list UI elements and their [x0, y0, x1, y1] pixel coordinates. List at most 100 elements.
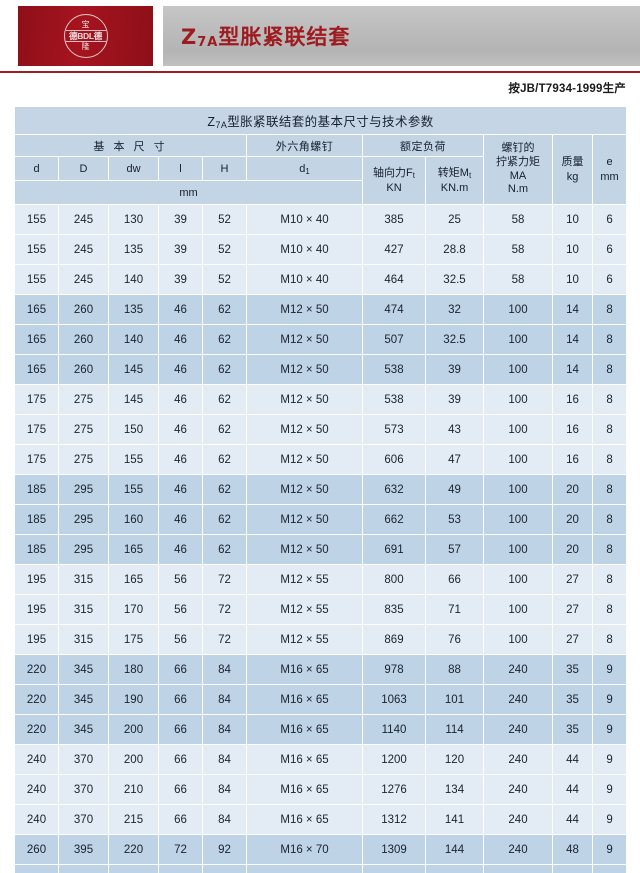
table-row: 260 395 220 72 92 M16 × 70 1309 144 240 48 9 — [14, 834, 628, 865]
cell-l: 46 — [158, 294, 203, 325]
cell-e: 8 — [591, 624, 628, 655]
cell-D: 315 — [58, 624, 109, 655]
cell-Mt: 120 — [425, 744, 484, 775]
cell-d1: M10 × 40 — [246, 204, 363, 235]
cell-D: 260 — [58, 354, 109, 385]
page-header: 宝 德BDL德 隆 Z7A型胀紧联结套 — [0, 0, 640, 73]
cell-MA: 100 — [483, 594, 553, 625]
spec-table-body: 155 245 130 39 52 M10 × 40 385 25 58 10 6 155 245 135… — [14, 204, 628, 873]
cell-mass: 20 — [552, 504, 593, 535]
cell-l: 46 — [158, 354, 203, 385]
cell-Mt: 76 — [425, 624, 484, 655]
cell-dw: 145 — [108, 354, 159, 385]
cell-mass: 16 — [552, 444, 593, 475]
cell-e: 8 — [591, 324, 628, 355]
cell-d1: M16 × 65 — [246, 744, 363, 775]
cell-d1: M16 × 65 — [246, 804, 363, 835]
header-symbol-row: d D dw l H d1 轴向力Ft KN 转矩Mt KN.m — [14, 156, 627, 205]
cell-dw: 160 — [108, 504, 159, 535]
table-row: 195 315 175 56 72 M12 × 55 869 76 100 27 8 — [14, 624, 628, 655]
col-torque-sub: t — [468, 171, 472, 181]
col-d1-base: d — [299, 162, 306, 175]
col-d1: d1 — [246, 156, 363, 181]
company-logo: 宝 德BDL德 隆 — [18, 6, 153, 66]
cell-D: 370 — [58, 804, 109, 835]
cell-D: 395 — [58, 864, 109, 873]
cell-mass: 27 — [552, 624, 593, 655]
group-rated-load: 额定负荷 — [362, 134, 484, 157]
cell-l: 66 — [158, 684, 203, 715]
table-row: 185 295 165 46 62 M12 × 50 691 57 100 20 8 — [14, 534, 628, 565]
cell-dw: 230 — [108, 864, 159, 873]
seal-top-char: 宝 — [81, 19, 90, 29]
cell-mass: 35 — [552, 684, 593, 715]
cell-MA: 240 — [483, 834, 553, 865]
cell-dw: 130 — [108, 204, 159, 235]
table-row: 165 260 135 46 62 M12 × 50 474 32 100 14 8 — [14, 294, 628, 325]
cell-H: 84 — [202, 684, 247, 715]
cell-d1: M12 × 50 — [246, 294, 363, 325]
cell-H: 72 — [202, 564, 247, 595]
cell-Ft: 978 — [362, 654, 426, 685]
cell-d: 155 — [14, 234, 59, 265]
cell-d: 185 — [14, 474, 59, 505]
caption-rest: 型胀紧联结套的基本尺寸与技术参数 — [227, 115, 434, 129]
cell-D: 245 — [58, 204, 109, 235]
cell-Mt: 144 — [425, 834, 484, 865]
spec-table-container: Z7A型胀紧联结套的基本尺寸与技术参数 基 本 尺 寸 外六角螺钉 额定负荷 螺… — [0, 96, 640, 873]
cell-D: 295 — [58, 474, 109, 505]
cell-dw: 180 — [108, 654, 159, 685]
cell-l: 56 — [158, 624, 203, 655]
header-group-row: 基 本 尺 寸 外六角螺钉 额定负荷 螺钉的 拧紧力矩 MA N.m 质量 kg e mm — [14, 134, 628, 205]
unit-mm: mm — [14, 180, 363, 205]
cell-mass: 44 — [552, 744, 593, 775]
cell-MA: 100 — [483, 384, 553, 415]
table-row: 185 295 160 46 62 M12 × 50 662 53 100 20 8 — [14, 504, 628, 535]
cell-dw: 165 — [108, 564, 159, 595]
cell-Mt: 88 — [425, 654, 484, 685]
cell-MA: 58 — [483, 234, 553, 265]
cell-dw: 210 — [108, 774, 159, 805]
cell-d1: M16 × 65 — [246, 774, 363, 805]
table-caption-row: Z7A型胀紧联结套的基本尺寸与技术参数 — [13, 106, 628, 135]
cell-d: 165 — [14, 354, 59, 385]
table-row: 155 245 130 39 52 M10 × 40 385 25 58 10 6 — [14, 204, 628, 235]
table-row: 185 295 155 46 62 M12 × 50 632 49 100 20 8 — [14, 474, 628, 505]
table-row: 195 315 165 56 72 M12 × 55 800 66 100 27 8 — [14, 564, 628, 595]
cell-d1: M12 × 55 — [246, 594, 363, 625]
cell-H: 62 — [202, 384, 247, 415]
table-row: 175 275 145 46 62 M12 × 50 538 39 100 16 8 — [14, 384, 628, 415]
cell-e: 8 — [591, 504, 628, 535]
cell-MA: 100 — [483, 564, 553, 595]
cell-Mt: 39 — [425, 354, 484, 385]
cell-d1: M12 × 50 — [246, 354, 363, 385]
cell-e: 6 — [591, 204, 628, 235]
cell-d: 185 — [14, 534, 59, 565]
cell-MA: 240 — [483, 714, 553, 745]
cell-MA: 100 — [483, 444, 553, 475]
col-tightening-torque: 螺钉的 拧紧力矩 MA N.m — [483, 134, 553, 205]
cell-H: 92 — [202, 864, 247, 873]
cell-l: 56 — [158, 594, 203, 625]
cell-D: 275 — [58, 414, 109, 445]
cell-Ft: 464 — [362, 264, 426, 295]
cell-Ft: 538 — [362, 384, 426, 415]
cell-Ft: 869 — [362, 624, 426, 655]
cell-d1: M16 × 65 — [246, 714, 363, 745]
standard-note: 按JB/T7934-1999生产 — [508, 83, 626, 95]
header-unit-row: mm — [14, 180, 627, 205]
cell-H: 62 — [202, 534, 247, 565]
cell-Ft: 538 — [362, 354, 426, 385]
cell-MA: 240 — [483, 744, 553, 775]
cell-Mt: 141 — [425, 804, 484, 835]
cell-D: 345 — [58, 714, 109, 745]
cell-D: 345 — [58, 654, 109, 685]
cell-d1: M12 × 50 — [246, 324, 363, 355]
cell-Ft: 800 — [362, 564, 426, 595]
cell-mass: 20 — [552, 534, 593, 565]
cell-D: 245 — [58, 264, 109, 295]
cell-Mt: 49 — [425, 474, 484, 505]
cell-Mt: 53 — [425, 504, 484, 535]
cell-d1: M16 × 65 — [246, 684, 363, 715]
